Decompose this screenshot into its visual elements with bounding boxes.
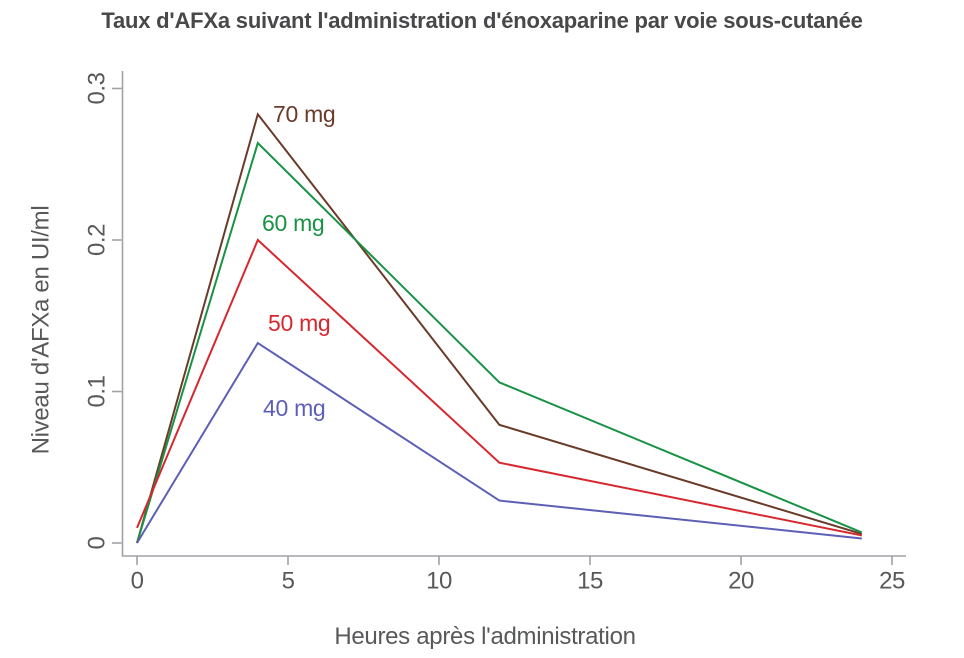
- y-tick-label: 0.1: [84, 375, 111, 407]
- series-label-40-mg: 40 mg: [263, 395, 325, 421]
- series-line-50-mg: [136, 238, 862, 537]
- y-axis-label: Niveau d'AFXa en UI/ml: [28, 206, 55, 455]
- series-label-70-mg: 70 mg: [273, 101, 335, 127]
- y-tick-label: 0.3: [84, 72, 111, 104]
- chart-title: Taux d'AFXa suivant l'administration d'é…: [101, 8, 863, 33]
- series-label-60-mg: 60 mg: [262, 210, 324, 236]
- x-tick-label: 10: [426, 568, 452, 595]
- x-tick-label: 20: [728, 568, 754, 595]
- series-line-40-mg: [136, 341, 862, 544]
- x-tick-label: 25: [879, 568, 905, 595]
- x-axis-label: Heures après l'administration: [334, 623, 635, 650]
- series-label-50-mg: 50 mg: [268, 310, 330, 336]
- y-tick-label: 0: [84, 536, 111, 549]
- series-line-60-mg: [136, 141, 863, 544]
- x-tick-label: 5: [282, 568, 295, 595]
- series-line-70-mg: [136, 112, 863, 544]
- x-tick-label: 0: [131, 568, 144, 595]
- y-tick-label: 0.2: [84, 224, 111, 256]
- x-tick-label: 15: [577, 568, 603, 595]
